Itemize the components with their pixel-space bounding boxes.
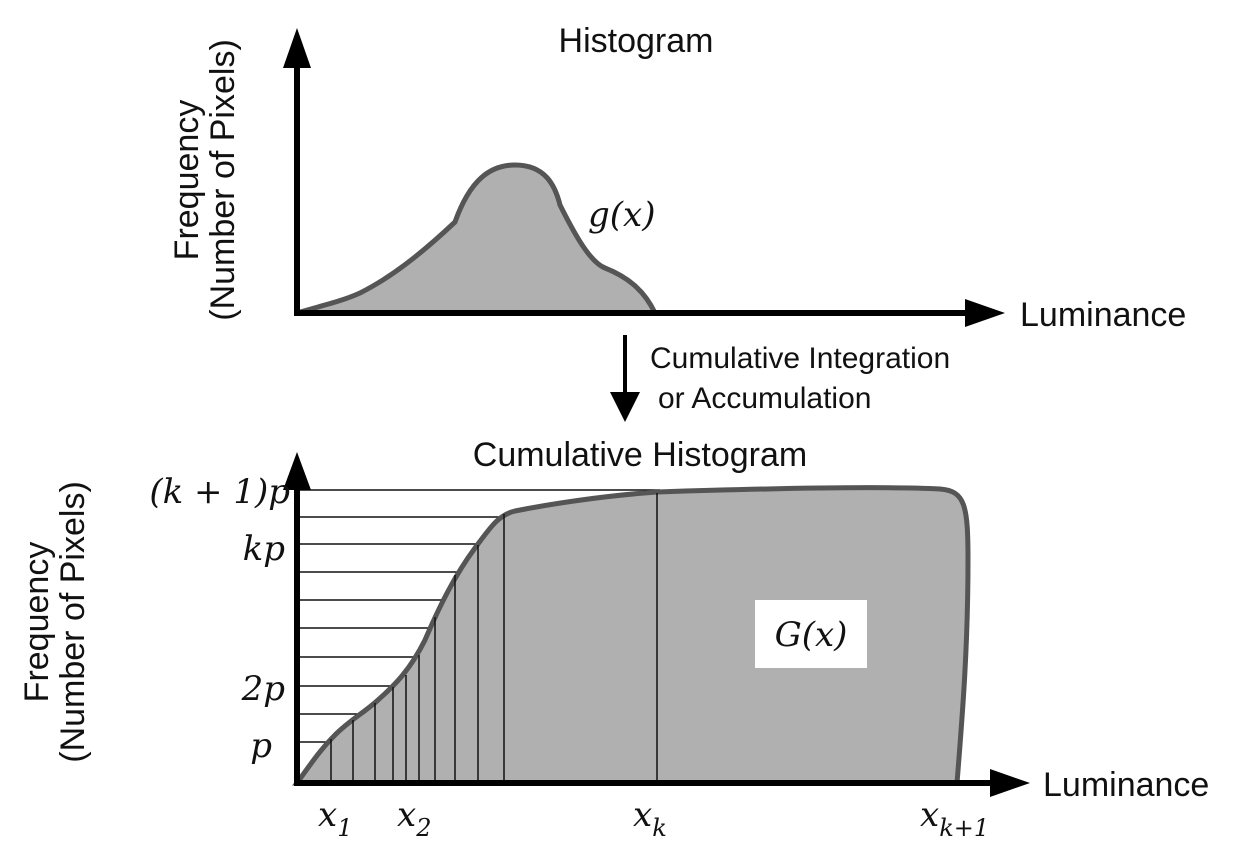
y-level-label: p xyxy=(250,726,272,766)
x-level-label: xk+1 xyxy=(920,795,989,842)
y-label-line: Frequency xyxy=(18,542,56,703)
top-y-label: Frequency (Number of Pixels) xyxy=(168,39,242,321)
label-sub: k xyxy=(652,814,667,842)
label-sub: 1 xyxy=(337,814,352,842)
label-box xyxy=(755,600,867,668)
y-label-line: (Number of Pixels) xyxy=(54,481,92,763)
arrow-head xyxy=(610,392,640,422)
label-base: x xyxy=(318,795,337,835)
arrow-head xyxy=(965,299,1005,327)
y-label-line: Frequency xyxy=(168,100,206,261)
bottom-title: Cumulative Histogram xyxy=(473,436,807,474)
label-sub: 2 xyxy=(415,814,431,842)
transition-line: Cumulative Integration xyxy=(650,342,950,375)
label-sub: k+1 xyxy=(939,814,989,842)
histogram-curve xyxy=(296,162,659,316)
x-axis-label: Luminance xyxy=(1043,766,1209,804)
slice-lines xyxy=(330,493,658,783)
curve-label: g(x) xyxy=(588,195,655,235)
transition-line: or Accumulation xyxy=(658,382,871,415)
label-base: x xyxy=(633,795,652,835)
cumulative-curve xyxy=(292,485,971,786)
x-axis-label: Luminance xyxy=(1020,296,1186,334)
y-level-label: 2p xyxy=(241,669,285,709)
x-level-label: xk xyxy=(633,795,667,842)
label-base: x xyxy=(397,795,416,835)
bottom-y-label: Frequency (Number of Pixels) xyxy=(18,481,92,763)
curve-label: G(x) xyxy=(775,615,848,655)
top-title: Histogram xyxy=(559,22,714,60)
x-level-label: x1 xyxy=(318,795,352,842)
label-base: x xyxy=(920,795,939,835)
arrow-head xyxy=(990,769,1030,797)
y-label-line: (Number of Pixels) xyxy=(204,39,242,321)
arrow-head xyxy=(283,28,311,68)
y-level-label: kp xyxy=(243,529,285,569)
y-level-label: (k + 1)p xyxy=(149,472,290,512)
x-level-label: x2 xyxy=(397,795,431,842)
arrow-head xyxy=(283,452,311,490)
